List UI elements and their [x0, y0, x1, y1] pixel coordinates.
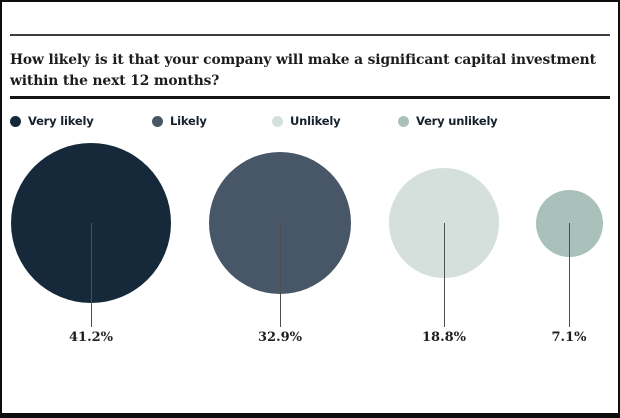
legend-dot-icon: [10, 115, 21, 127]
title-underline-rule: [10, 96, 610, 99]
frame-border-bottom: [0, 413, 620, 418]
legend-dot-icon: [398, 115, 409, 127]
legend-dot-icon: [152, 115, 163, 127]
legend-item-likely: Likely: [152, 113, 207, 129]
leader-line-very-unlikely: [568, 223, 570, 327]
value-label-very-likely: 41.2%: [68, 330, 113, 345]
legend-label: Likely: [170, 114, 207, 128]
legend-label: Very likely: [28, 114, 94, 128]
legend-item-very-likely: Very likely: [10, 113, 94, 129]
leader-line-unlikely: [443, 223, 445, 327]
legend-dot-icon: [272, 115, 283, 127]
frame-border-top: [0, 0, 620, 2]
legend-label: Unlikely: [290, 114, 341, 128]
frame-border-left: [0, 0, 2, 418]
leader-line-very-likely: [90, 223, 92, 327]
value-label-unlikely: 18.8%: [421, 330, 466, 345]
legend-item-very-unlikely: Very unlikely: [398, 113, 498, 129]
legend-item-unlikely: Unlikely: [272, 113, 341, 129]
chart-question-title: How likely is it that your company will …: [10, 52, 596, 89]
value-label-very-unlikely: 7.1%: [551, 330, 587, 345]
top-rule: [10, 34, 610, 36]
value-label-likely: 32.9%: [257, 330, 302, 345]
leader-line-likely: [279, 223, 281, 327]
legend-label: Very unlikely: [416, 114, 498, 128]
frame-border-right: [618, 0, 620, 418]
